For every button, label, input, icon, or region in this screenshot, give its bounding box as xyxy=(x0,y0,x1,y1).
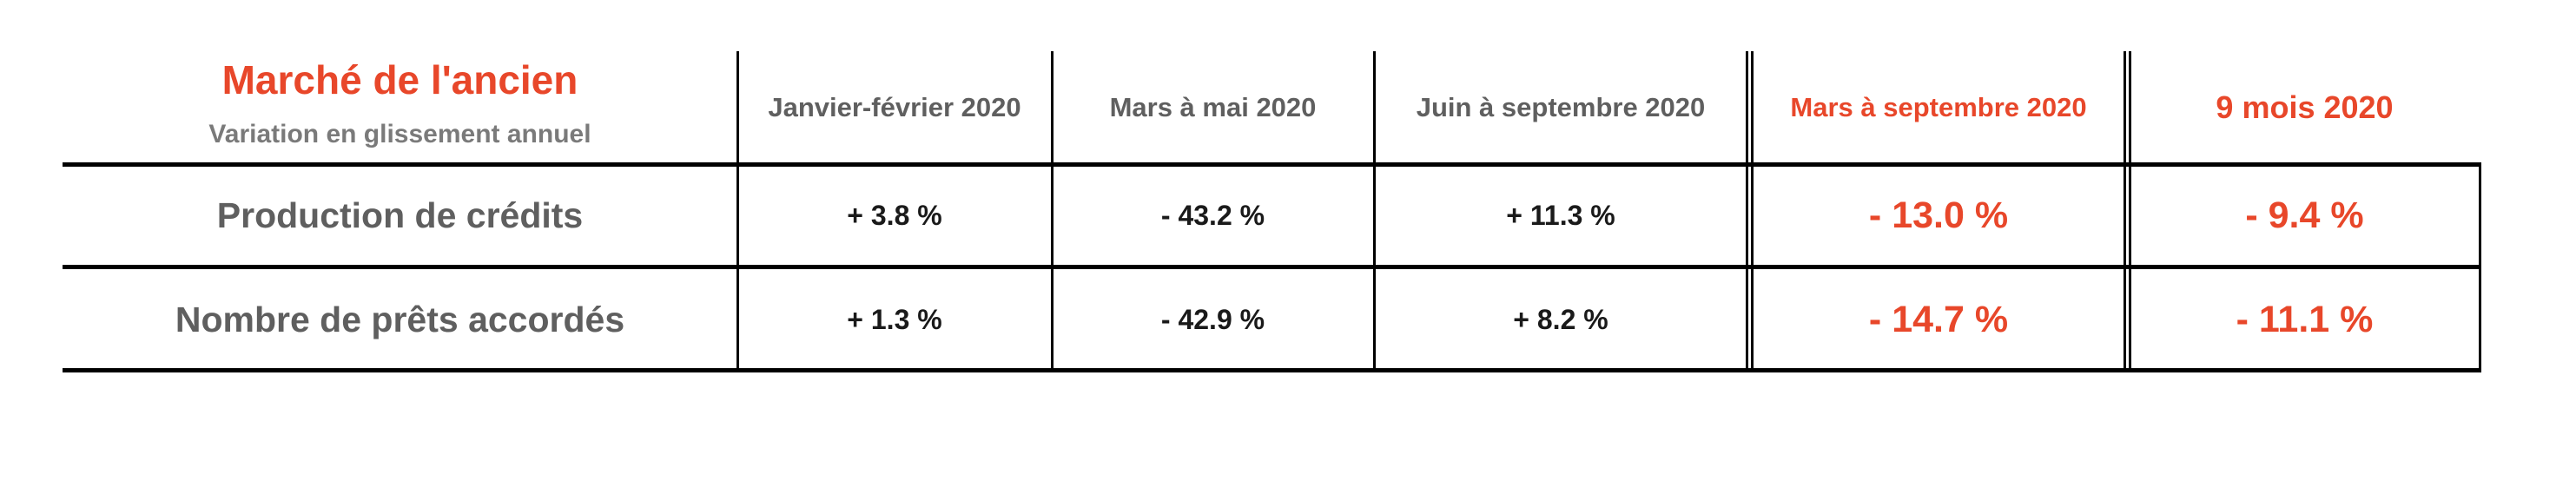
column-divider xyxy=(1373,51,1376,372)
table-cell: + 3.8 % xyxy=(847,200,942,231)
table-cell: - 9.4 % xyxy=(2245,194,2364,236)
table-cell: - 42.9 % xyxy=(1160,304,1265,335)
header-divider xyxy=(63,162,2481,167)
row-divider xyxy=(63,265,2481,269)
table-cell: + 8.2 % xyxy=(1513,304,1608,335)
column-header-mar-may: Mars à mai 2020 xyxy=(1109,92,1317,122)
table-bottom-border xyxy=(63,368,2481,372)
column-divider xyxy=(736,51,739,372)
table-cell: - 11.1 % xyxy=(2236,299,2374,340)
column-divider xyxy=(1051,51,1054,372)
column-header-9-months: 9 mois 2020 xyxy=(2216,89,2394,125)
table-cell: + 1.3 % xyxy=(847,304,942,335)
table-cell: - 43.2 % xyxy=(1160,200,1265,231)
table-right-border xyxy=(2479,162,2481,372)
table-cell: - 14.7 % xyxy=(1868,299,2009,340)
table-cell: - 13.0 % xyxy=(1868,194,2009,236)
column-header-jun-sep: Juin à septembre 2020 xyxy=(1416,92,1706,122)
column-divider xyxy=(1751,51,1754,372)
table-title: Marché de l'ancien xyxy=(221,57,578,102)
column-divider xyxy=(2129,51,2131,372)
column-divider xyxy=(2124,51,2126,372)
table-cell: + 11.3 % xyxy=(1506,200,1615,231)
column-header-mar-sep: Mars à septembre 2020 xyxy=(1790,92,2087,122)
table-subtitle: Variation en glissement annuel xyxy=(208,120,591,148)
row-label: Nombre de prêts accordés xyxy=(175,300,625,339)
row-label: Production de crédits xyxy=(216,195,584,235)
column-header-jan-feb: Janvier-février 2020 xyxy=(768,92,1021,122)
column-divider xyxy=(1746,51,1748,372)
